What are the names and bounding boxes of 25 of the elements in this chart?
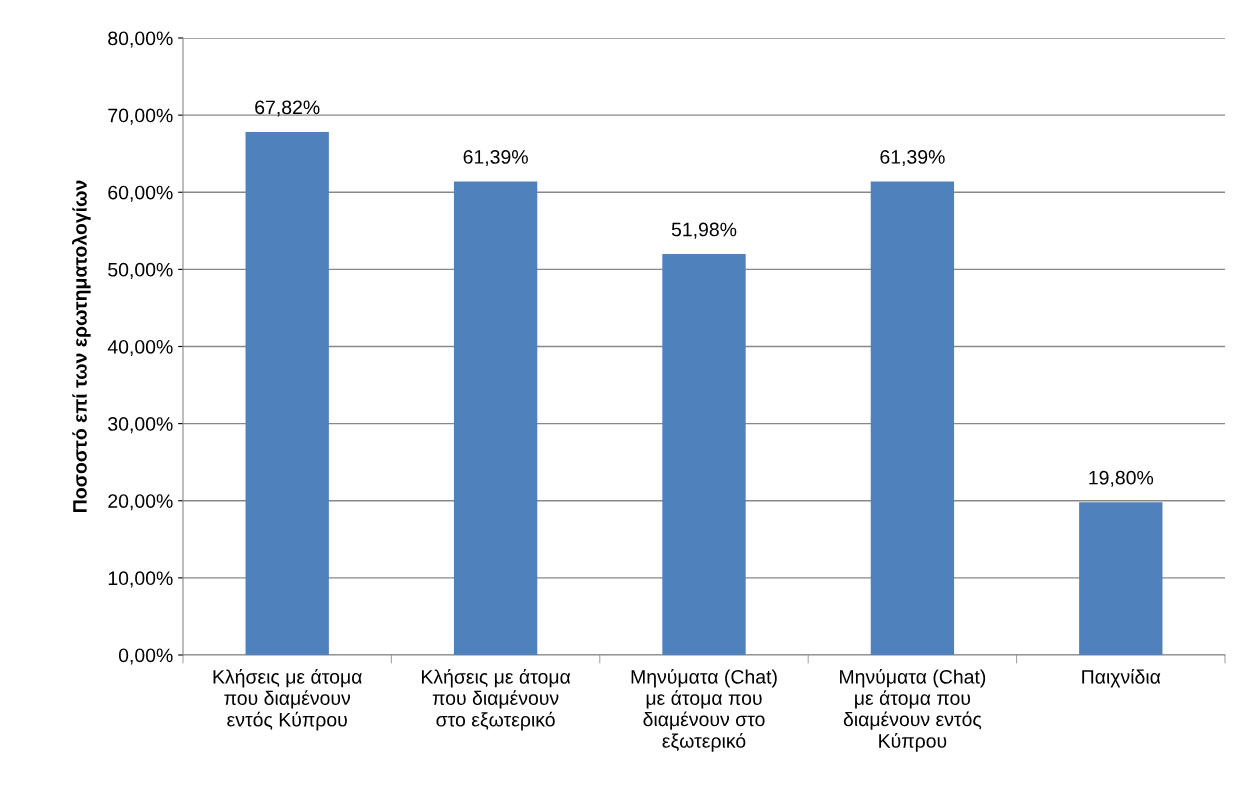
y-tick-label: 60,00%	[108, 185, 173, 202]
y-tick-label: 40,00%	[107, 339, 173, 357]
y-axis-title: Ποσοστό επί των ερωτηματολογίων	[72, 180, 91, 512]
bar	[870, 181, 955, 655]
data-label: 67,82%	[255, 100, 320, 117]
y-tick-label: 30,00%	[108, 417, 173, 434]
bar	[245, 131, 329, 655]
x-tick-label: Μηνύματα (Chat) με άτομα που διαμένουν στο εξωτερικό	[631, 668, 777, 752]
bar	[1079, 502, 1163, 655]
x-tick-label: Μηνύματα (Chat) με άτομα που διαμένουν εντός Κύπρου	[840, 668, 986, 752]
y-tick-label: 10,00%	[108, 571, 173, 588]
y-tick-label: 70,00%	[108, 108, 173, 125]
y-tick-label: 20,00%	[108, 494, 173, 511]
y-tick-label: 0,00%	[118, 648, 173, 665]
bar	[453, 181, 538, 655]
x-tick-label: Παιχνίδια	[1082, 668, 1161, 688]
y-tick-label: 80,00%	[108, 31, 173, 48]
x-tick-label: Κλήσεις με άτομα που διαμένουν εντός Κύπρου	[213, 668, 362, 731]
data-label: 61,39%	[463, 150, 528, 167]
data-label: 51,98%	[671, 222, 737, 239]
x-tick-label: Κλήσεις με άτομα που διαμένουν στο εξωτερικό	[421, 668, 571, 731]
data-label: 19,80%	[1089, 470, 1154, 487]
bar	[662, 254, 746, 655]
data-label: 61,39%	[880, 150, 945, 167]
y-tick-label: 50,00%	[108, 262, 173, 279]
